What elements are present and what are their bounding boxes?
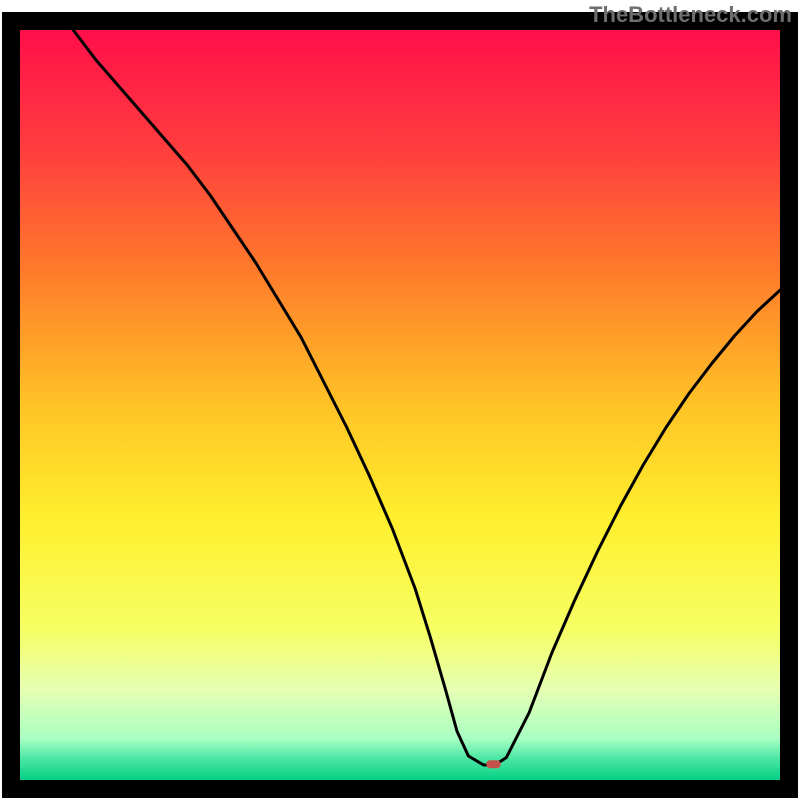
watermark-text: TheBottleneck.com — [589, 2, 792, 28]
chart-background — [20, 30, 780, 780]
bottleneck-chart — [0, 0, 800, 800]
chart-container: TheBottleneck.com — [0, 0, 800, 800]
optimal-marker — [486, 760, 500, 768]
